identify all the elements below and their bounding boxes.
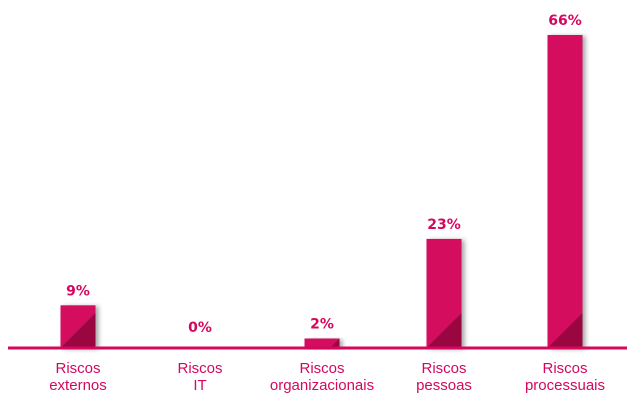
category-label-line: pessoas xyxy=(416,377,472,394)
bar-fold xyxy=(547,313,583,348)
bar xyxy=(304,338,340,348)
category-label-line: organizacionais xyxy=(270,377,374,394)
value-label: 9% xyxy=(66,283,90,299)
bar-rect xyxy=(304,338,340,348)
category-label: Riscos pessoas xyxy=(416,360,472,394)
category-label-line: Riscos xyxy=(55,360,100,377)
bars-group xyxy=(60,35,583,348)
value-label: 66% xyxy=(548,13,582,29)
category-label: Riscos processuais xyxy=(525,360,605,394)
category-label-line: externos xyxy=(49,377,107,394)
bar-fold xyxy=(426,313,462,348)
category-label-line: Riscos xyxy=(177,360,222,377)
category-label-line: Riscos xyxy=(542,360,587,377)
value-label: 23% xyxy=(427,217,461,233)
bar-fold xyxy=(330,338,340,348)
category-label: Riscos organizacionais xyxy=(270,360,374,394)
bar xyxy=(60,305,96,348)
value-label: 0% xyxy=(188,320,212,336)
bar-fold xyxy=(60,313,96,348)
category-label: Riscos externos xyxy=(49,360,107,394)
value-label: 2% xyxy=(310,317,334,333)
category-label-line: processuais xyxy=(525,377,605,394)
category-label-line: IT xyxy=(193,377,206,394)
category-label-line: Riscos xyxy=(299,360,344,377)
bar xyxy=(426,238,462,348)
category-label-line: Riscos xyxy=(421,360,466,377)
bar xyxy=(547,35,583,348)
category-label: Riscos IT xyxy=(177,360,222,394)
bar-rect xyxy=(547,35,583,348)
